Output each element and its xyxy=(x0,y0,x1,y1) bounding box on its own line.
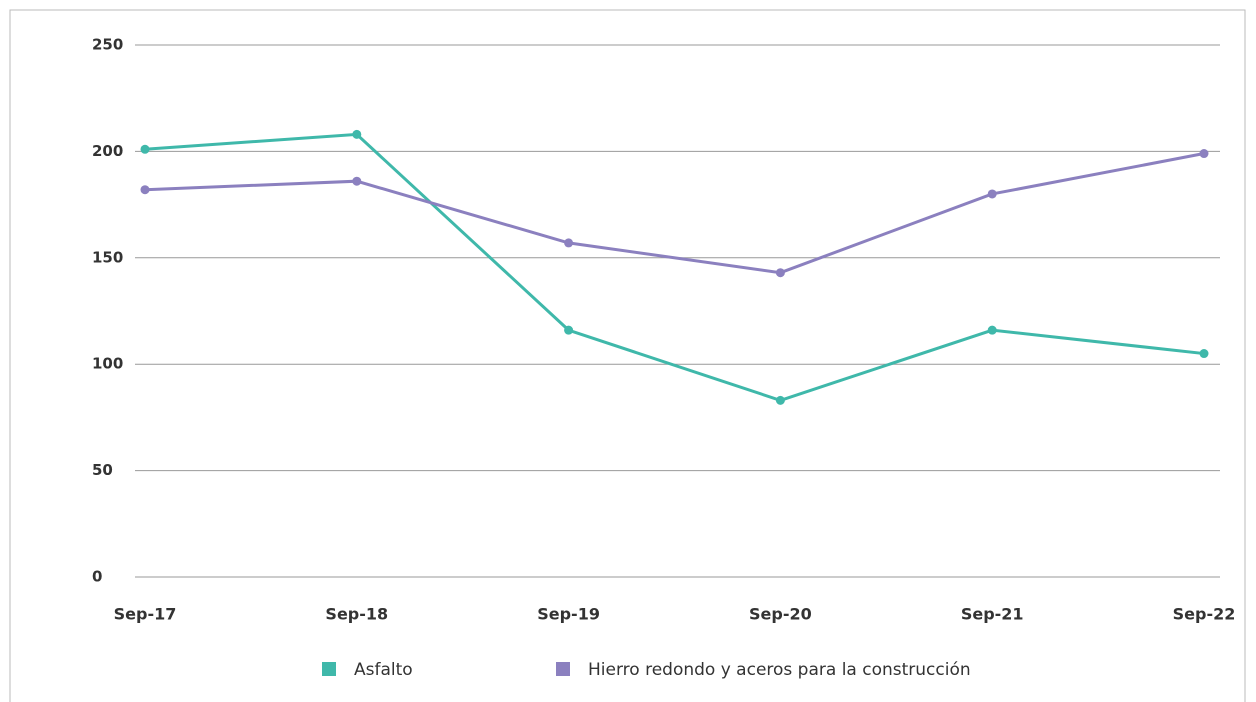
point xyxy=(775,395,785,405)
line xyxy=(144,132,1205,402)
x-tick-label: Sep-22 xyxy=(1173,605,1236,624)
y-tick-label: 0 xyxy=(92,568,102,586)
point xyxy=(1199,349,1209,359)
point xyxy=(987,325,997,335)
point xyxy=(775,268,785,278)
x-tick-label: Sep-21 xyxy=(961,605,1024,624)
y-tick-label: 100 xyxy=(92,355,123,373)
line xyxy=(144,152,1205,275)
y-tick-label: 200 xyxy=(92,142,123,160)
point xyxy=(140,185,150,195)
y-tick-label: 250 xyxy=(92,36,123,54)
point xyxy=(352,176,362,186)
y-tick-label: 150 xyxy=(92,248,123,266)
y-tick-label: 50 xyxy=(92,461,113,479)
x-tick-label: Sep-18 xyxy=(325,605,388,624)
x-tick-label: Sep-19 xyxy=(537,605,600,624)
x-tick-label: Sep-20 xyxy=(749,605,812,624)
x-tick-label: Sep-17 xyxy=(114,605,177,624)
point xyxy=(352,129,362,139)
point xyxy=(1199,149,1209,159)
point xyxy=(140,144,150,154)
legend-swatch xyxy=(556,662,570,676)
legend-label: Hierro redondo y aceros para la construc… xyxy=(588,660,971,680)
point xyxy=(987,189,997,199)
point xyxy=(564,325,574,335)
point xyxy=(564,238,574,248)
legend-swatch xyxy=(322,662,336,676)
frame xyxy=(9,9,1246,702)
legend-label: Asfalto xyxy=(354,660,413,680)
